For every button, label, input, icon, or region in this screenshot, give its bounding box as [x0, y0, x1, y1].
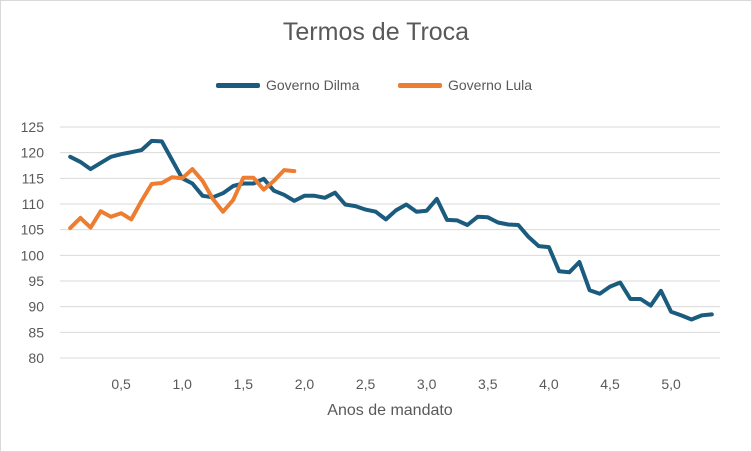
- x-tick-label: 4,0: [539, 376, 559, 392]
- y-tick-label: 125: [21, 119, 45, 135]
- y-tick-label: 80: [28, 350, 44, 366]
- y-tick-label: 115: [22, 170, 45, 186]
- y-tick-label: 95: [28, 273, 44, 289]
- x-tick-label: 0,5: [111, 376, 131, 392]
- x-tick-label: 3,0: [417, 376, 437, 392]
- legend-label-lula: Governo Lula: [448, 77, 533, 93]
- x-tick-label: 1,5: [234, 376, 254, 392]
- series-line-dilma: [68, 138, 714, 322]
- x-tick-label: 2,0: [295, 376, 315, 392]
- y-tick-label: 105: [21, 222, 45, 238]
- legend-label-dilma: Governo Dilma: [266, 77, 360, 93]
- y-tick-label: 120: [21, 145, 45, 161]
- x-tick-label: 2,5: [356, 376, 376, 392]
- x-tick-label: 1,0: [172, 376, 192, 392]
- y-tick-label: 90: [28, 299, 44, 315]
- x-tick-label: 5,0: [661, 376, 681, 392]
- y-tick-label: 110: [22, 196, 45, 212]
- series-line-lula: [68, 167, 297, 231]
- legend-swatch-lula: [398, 82, 442, 88]
- chart-title: Termos de Troca: [282, 18, 470, 46]
- y-tick-label: 85: [28, 324, 44, 340]
- x-axis-label: Anos de mandato: [327, 402, 453, 419]
- legend-swatch-dilma: [216, 82, 260, 88]
- legend: Governo Dilma Governo Lula: [0, 75, 752, 95]
- y-tick-label: 100: [21, 247, 45, 263]
- legend-item-dilma: Governo Dilma: [216, 75, 359, 95]
- legend-item-lula: Governo Lula: [398, 75, 532, 95]
- x-tick-label: 3,5: [478, 376, 498, 392]
- x-tick-label: 4,5: [600, 376, 620, 392]
